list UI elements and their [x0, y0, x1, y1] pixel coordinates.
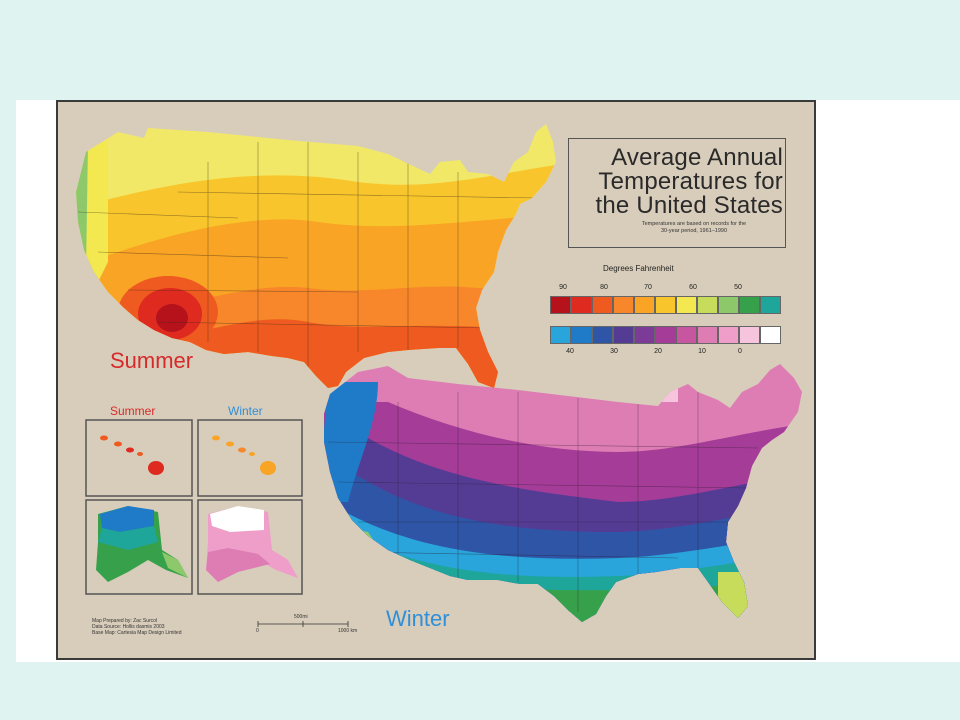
- legend-tick-30: 30: [610, 348, 618, 355]
- legend-summer-swatches: [550, 296, 781, 314]
- legend-winter-swatch: [760, 326, 781, 344]
- title-box: Average Annual Temperatures for the Unit…: [568, 138, 786, 248]
- legend-winter-swatch: [613, 326, 634, 344]
- legend-winter-swatches: [550, 326, 781, 344]
- legend-winter-swatch: [571, 326, 592, 344]
- credit-line-3: Base Map: Cartesia Map Design Limited: [92, 630, 182, 636]
- scale-top-label: 500mi: [294, 614, 308, 620]
- inset-alaska-summer: [85, 499, 193, 595]
- legend-winter-swatch: [550, 326, 571, 344]
- hawaii-summer-islands: [100, 435, 164, 475]
- legend-tick-70: 70: [644, 284, 652, 291]
- summer-label: Summer: [110, 348, 194, 373]
- legend-summer-swatch: [739, 296, 760, 314]
- legend-summer-swatch: [613, 296, 634, 314]
- legend-title: Degrees Fahrenheit: [603, 264, 674, 273]
- legend-tick-60: 60: [689, 284, 697, 291]
- map-title-line-1: Average Annual: [611, 144, 783, 171]
- legend-tick-40: 40: [566, 348, 574, 355]
- legend-winter-swatch: [739, 326, 760, 344]
- legend-winter-swatch: [634, 326, 655, 344]
- scale-bar: [257, 621, 349, 627]
- scale-left-label: 0: [256, 628, 259, 634]
- legend-summer-swatch: [655, 296, 676, 314]
- temperature-map: Average Annual Temperatures for the Unit…: [56, 100, 816, 660]
- alaska-winter: [206, 506, 298, 582]
- legend-summer-swatch: [697, 296, 718, 314]
- inset-summer-label: Summer: [110, 404, 156, 418]
- map-subtitle-line-1: Temperatures are based on records for th…: [641, 221, 747, 227]
- legend-tick-10: 10: [698, 348, 706, 355]
- credit-line-1: Map Prepared by: Zac Surcol: [92, 618, 158, 624]
- legend-tick-50: 50: [734, 284, 742, 291]
- legend-winter-swatch: [697, 326, 718, 344]
- scale-right-label: 1000 km: [338, 628, 358, 634]
- inset-winter-label: Winter: [228, 404, 263, 418]
- legend-winter-swatch: [718, 326, 739, 344]
- legend-summer-swatch: [676, 296, 697, 314]
- legend-winter-swatch: [676, 326, 697, 344]
- map-title-line-3: the United States: [595, 192, 783, 219]
- legend-summer-swatch: [718, 296, 739, 314]
- legend-winter-swatch: [592, 326, 613, 344]
- legend-summer-swatch: [592, 296, 613, 314]
- legend-tick-90: 90: [559, 284, 567, 291]
- legend-summer-swatch: [571, 296, 592, 314]
- legend-summer-swatch: [634, 296, 655, 314]
- map-subtitle-line-2: 30-year period, 1961–1990: [660, 228, 728, 234]
- inset-hawaii-winter: [197, 419, 303, 497]
- legend-tick-80: 80: [600, 284, 608, 291]
- credit-line-2: Data Source: Hollis dasmis 2003: [92, 624, 165, 630]
- hawaii-winter-islands: [212, 435, 276, 475]
- legend-tick-0: 0: [738, 348, 742, 355]
- map-title-line-2: Temperatures for: [598, 168, 783, 195]
- inset-hawaii-summer: [85, 419, 193, 497]
- winter-label: Winter: [386, 606, 450, 631]
- legend-tick-20: 20: [654, 348, 662, 355]
- map-graphics: [76, 124, 802, 627]
- alaska-summer: [96, 506, 188, 582]
- legend-summer-swatch: [550, 296, 571, 314]
- winter-map: [324, 364, 802, 622]
- inset-alaska-winter: [197, 499, 303, 595]
- legend-summer-swatch: [760, 296, 781, 314]
- legend-winter-swatch: [655, 326, 676, 344]
